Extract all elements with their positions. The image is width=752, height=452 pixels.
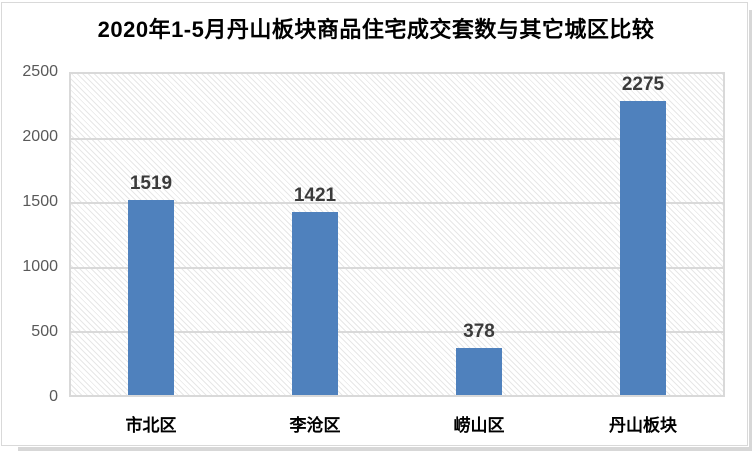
gridline xyxy=(71,202,723,205)
bar-丹山板块 xyxy=(620,101,666,395)
gridline xyxy=(71,330,723,333)
bar-value-label: 1421 xyxy=(293,185,337,207)
gridline xyxy=(71,138,723,141)
bar-value-label: 378 xyxy=(463,320,495,342)
y-tick-label: 1000 xyxy=(22,258,58,275)
category-label-崂山区: 崂山区 xyxy=(453,416,505,435)
bar-市北区 xyxy=(128,199,174,395)
chart-title: 2020年1-5月丹山板块商品住宅成交套数与其它城区比较 xyxy=(97,17,655,42)
category-label-市北区: 市北区 xyxy=(125,416,177,435)
plot-area xyxy=(69,72,725,397)
y-tick-label: 0 xyxy=(49,388,58,405)
frame-shadow-right xyxy=(749,10,752,451)
category-label-李沧区: 李沧区 xyxy=(289,416,341,435)
bar-崂山区 xyxy=(456,347,502,395)
y-tick-label: 500 xyxy=(31,323,58,340)
bar-李沧区 xyxy=(292,212,338,395)
category-label-丹山板块: 丹山板块 xyxy=(609,416,677,435)
y-tick-label: 2500 xyxy=(22,63,58,80)
frame-shadow-bottom xyxy=(18,447,752,451)
bar-value-label: 1519 xyxy=(129,172,173,194)
y-tick-label: 2000 xyxy=(22,128,58,145)
y-tick-label: 1500 xyxy=(22,193,58,210)
gridline xyxy=(71,266,723,269)
bar-value-label: 2275 xyxy=(621,74,665,96)
